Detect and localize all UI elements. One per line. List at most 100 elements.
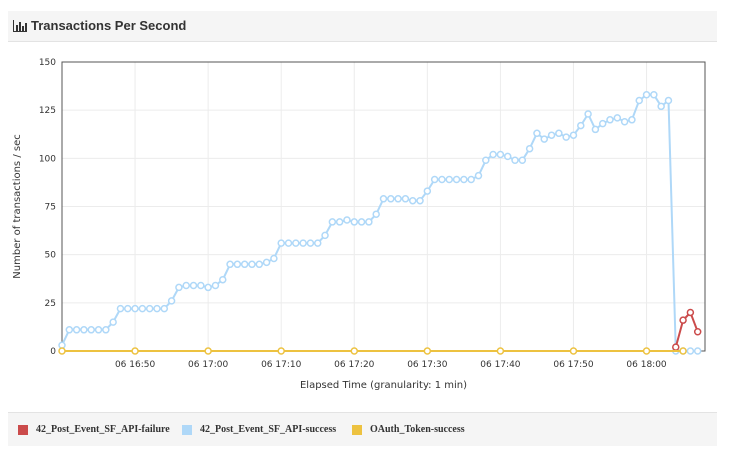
- y-tick-label: 0: [50, 347, 56, 357]
- data-point-success: [343, 216, 351, 224]
- data-point-oauth: [569, 347, 578, 355]
- x-tick-label: 06 17:10: [261, 360, 302, 370]
- data-point-success: [408, 196, 417, 205]
- data-point-success: [321, 231, 329, 240]
- panel-title: Transactions Per Second: [31, 18, 187, 33]
- data-point-success: [460, 175, 468, 184]
- data-point-oauth: [423, 347, 432, 355]
- data-point-success: [357, 218, 366, 226]
- data-point-success: [102, 326, 110, 334]
- bar-chart-icon: [13, 20, 27, 32]
- y-tick-label: 25: [45, 299, 56, 309]
- data-point-success: [525, 144, 534, 153]
- data-point-success: [124, 304, 132, 313]
- data-point-success: [423, 187, 432, 195]
- data-point-success: [577, 121, 585, 130]
- data-point-success: [306, 239, 315, 247]
- data-point-success: [240, 260, 249, 269]
- chart-legend: 42_Post_Event_SF_API-failure 42_Post_Eve…: [8, 412, 717, 446]
- data-point-success: [445, 175, 454, 184]
- data-point-success: [233, 260, 242, 269]
- data-point-success: [219, 275, 227, 284]
- y-axis: 0 25 50 75 100 125 150: [39, 58, 56, 357]
- x-tick-label: 06 17:40: [480, 360, 521, 370]
- legend-swatch-success: [182, 424, 192, 435]
- legend-label-failure: 42_Post_Event_SF_API-failure: [36, 424, 170, 435]
- series-line-failure: [674, 311, 699, 348]
- data-point-success: [189, 281, 198, 290]
- data-point-success: [87, 326, 95, 334]
- data-point-success: [138, 304, 147, 313]
- data-point-oauth: [679, 347, 687, 355]
- x-tick-label: 06 18:00: [626, 360, 667, 370]
- y-tick-label: 150: [39, 58, 56, 68]
- data-point-success: [642, 91, 651, 99]
- legend-item-failure[interactable]: 42_Post_Event_SF_API-failure: [18, 424, 170, 435]
- data-point-success: [262, 258, 271, 267]
- data-point-success: [277, 239, 285, 247]
- data-point-success: [562, 133, 570, 141]
- data-point-success: [387, 195, 395, 203]
- data-point-success: [109, 318, 117, 326]
- data-point-success: [664, 96, 673, 105]
- data-point-success: [401, 195, 410, 203]
- data-point-success: [145, 304, 154, 313]
- y-tick-label: 100: [39, 154, 56, 164]
- data-point-success: [153, 304, 161, 313]
- data-point-oauth: [58, 347, 66, 355]
- data-point-oauth: [277, 347, 285, 355]
- data-point-success: [313, 239, 322, 247]
- y-tick-label: 75: [45, 203, 56, 213]
- legend-label-oauth: OAuth_Token-success: [370, 424, 465, 435]
- data-point-oauth: [496, 347, 505, 355]
- data-point-success: [131, 304, 139, 313]
- data-point-success: [489, 150, 497, 159]
- x-tick-label: 06 17:20: [334, 360, 375, 370]
- legend-swatch-failure: [18, 424, 28, 435]
- data-point-success: [167, 297, 176, 305]
- data-point-oauth: [350, 347, 359, 355]
- x-tick-label: 06 17:00: [188, 360, 229, 370]
- data-point-success: [416, 196, 424, 205]
- data-point-success: [606, 116, 614, 124]
- data-point-success: [379, 195, 388, 203]
- data-point-success: [80, 326, 88, 334]
- tps-chart: 0 25 50 75 100 125 150 06 16:50 06 17:00 06 17:1…: [12, 58, 706, 391]
- series: [58, 91, 702, 355]
- data-point-oauth: [204, 347, 212, 355]
- data-point-success: [284, 239, 293, 247]
- data-point-success: [211, 281, 220, 290]
- data-point-success: [204, 283, 212, 292]
- data-point-success: [226, 260, 234, 269]
- data-point-success: [540, 135, 548, 143]
- legend-item-success[interactable]: 42_Post_Event_SF_API-success: [182, 424, 336, 435]
- legend-item-oauth[interactable]: OAuth_Token-success: [352, 424, 465, 435]
- series-failure: [672, 308, 702, 351]
- data-point-failure: [693, 327, 702, 336]
- x-tick-label: 06 16:50: [115, 360, 156, 370]
- data-point-success: [255, 260, 264, 269]
- x-tick-label: 06 17:50: [553, 360, 594, 370]
- data-point-success: [175, 283, 183, 292]
- data-point-success: [598, 119, 607, 128]
- data-point-success: [394, 195, 402, 203]
- data-point-success: [94, 326, 103, 334]
- data-point-success: [584, 110, 592, 118]
- data-point-success: [365, 218, 373, 226]
- data-point-success: [438, 175, 446, 184]
- data-point-success: [467, 175, 475, 184]
- data-point-success: [160, 304, 169, 313]
- data-point-success: [328, 218, 337, 226]
- legend-swatch-oauth: [352, 424, 362, 435]
- series-line-success: [61, 93, 698, 352]
- y-axis-title: Number of transactions / sec: [12, 134, 23, 278]
- y-tick-label: 125: [39, 106, 56, 116]
- data-point-success: [569, 131, 578, 139]
- series-oauth: [58, 347, 687, 355]
- data-point-success: [657, 102, 665, 111]
- data-point-success: [547, 131, 556, 139]
- data-point-success: [430, 175, 439, 184]
- data-point-success: [650, 91, 658, 99]
- data-point-success: [292, 239, 300, 247]
- data-point-success: [474, 171, 483, 180]
